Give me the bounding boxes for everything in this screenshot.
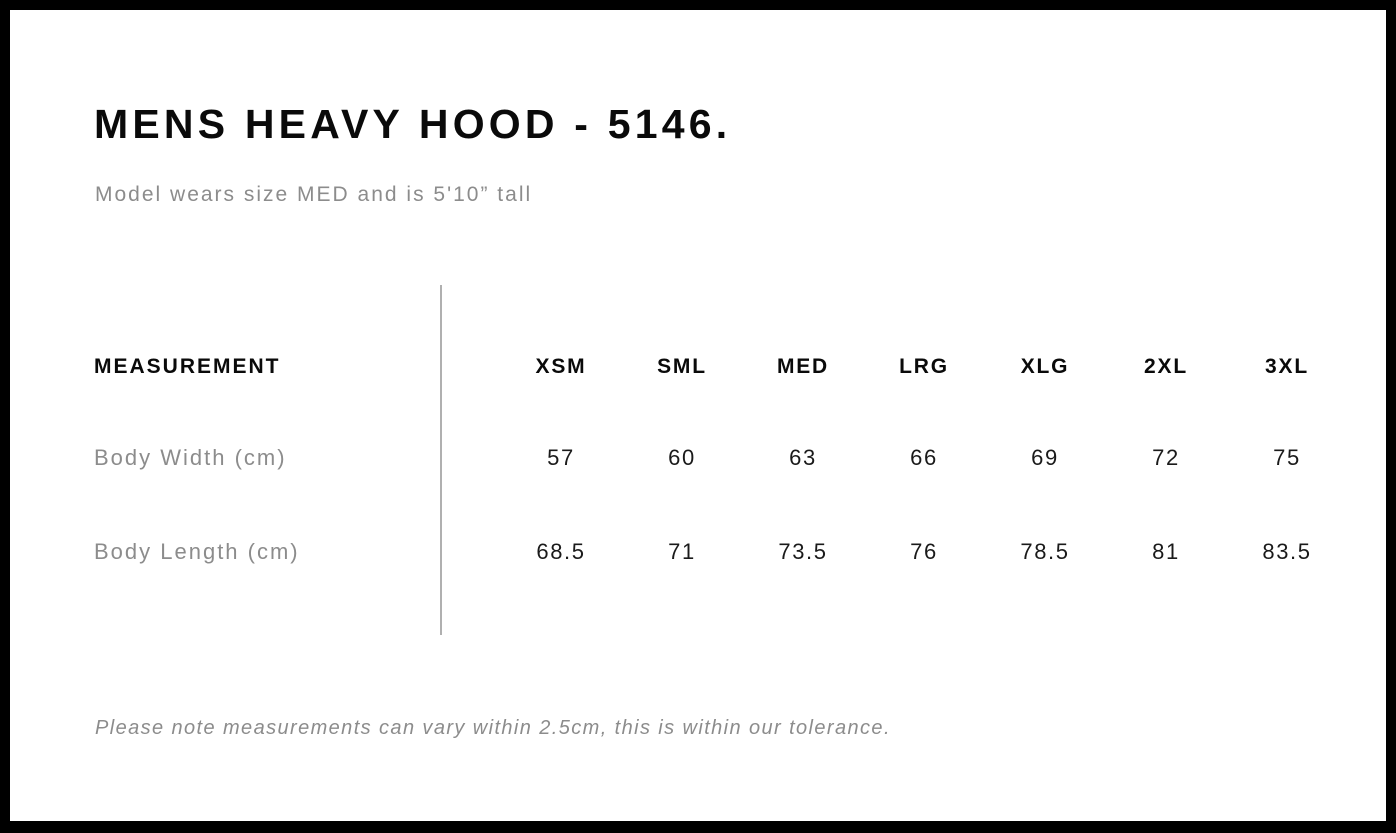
cell-body-width-xlg: 69 — [1031, 445, 1059, 470]
cell-body-width-xsm: 57 — [547, 445, 575, 470]
cell-body-width-sml: 60 — [668, 445, 696, 470]
row-label-body-length: Body Length (cm) — [94, 539, 300, 564]
table-header-row: MEASUREMENT XSM SML MED LRG XLG 2XL 3XL — [10, 347, 1386, 387]
cell-body-length-lrg: 76 — [910, 539, 938, 564]
cell-body-length-xsm: 68.5 — [536, 539, 586, 564]
cell-body-length-3xl: 83.5 — [1262, 539, 1312, 564]
table-row: Body Length (cm) 68.5 71 73.5 76 78.5 81… — [10, 532, 1386, 572]
column-header-lrg: LRG — [899, 355, 949, 378]
cell-body-length-xlg: 78.5 — [1020, 539, 1070, 564]
cell-body-width-med: 63 — [789, 445, 817, 470]
column-header-sml: SML — [657, 355, 707, 378]
table-row: Body Width (cm) 57 60 63 66 69 72 75 — [10, 438, 1386, 478]
table-vertical-divider — [440, 285, 442, 635]
cell-body-width-2xl: 72 — [1152, 445, 1180, 470]
model-fit-subtitle: Model wears size MED and is 5'10” tall — [95, 183, 533, 206]
cell-body-length-2xl: 81 — [1152, 539, 1180, 564]
tolerance-footnote: Please note measurements can vary within… — [95, 717, 891, 739]
column-header-3xl: 3XL — [1265, 355, 1309, 378]
column-header-xsm: XSM — [535, 355, 587, 378]
cell-body-width-lrg: 66 — [910, 445, 938, 470]
column-header-xlg: XLG — [1020, 355, 1070, 378]
size-chart-table: MEASUREMENT XSM SML MED LRG XLG 2XL 3XL … — [10, 10, 1386, 821]
cell-body-length-sml: 71 — [668, 539, 696, 564]
cell-body-length-med: 73.5 — [778, 539, 828, 564]
column-header-med: MED — [776, 355, 830, 378]
row-label-body-width: Body Width (cm) — [94, 445, 287, 470]
cell-body-width-3xl: 75 — [1273, 445, 1301, 470]
size-chart-card: MENS HEAVY HOOD - 5146. Model wears size… — [10, 10, 1386, 821]
column-header-measurement: MEASUREMENT — [94, 355, 281, 378]
column-header-2xl: 2XL — [1144, 355, 1188, 378]
page-title: MENS HEAVY HOOD - 5146. — [94, 101, 732, 147]
